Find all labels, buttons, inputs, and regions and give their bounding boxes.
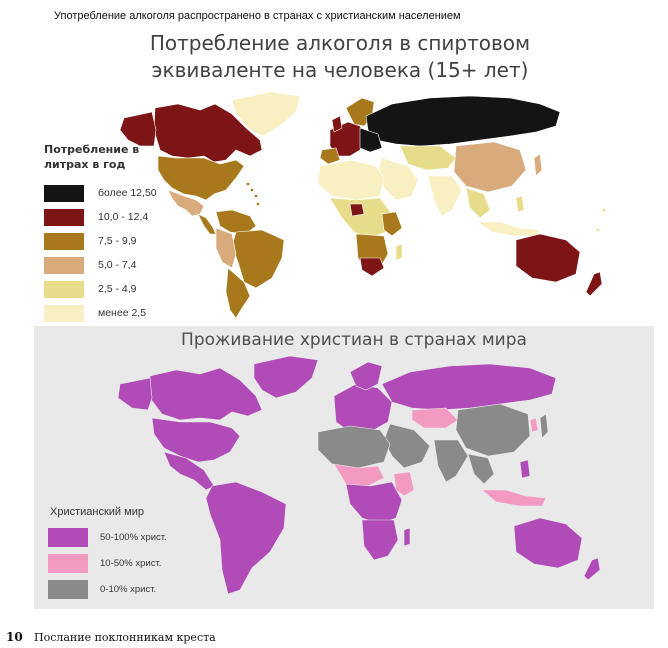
caribbean-island [246, 182, 250, 186]
south-america-north [215, 209, 257, 235]
usa [157, 155, 245, 201]
legend-swatch [48, 527, 88, 547]
canada [149, 367, 263, 421]
legend-item: менее 2,5 [44, 302, 157, 324]
legend-item: 10,0 - 12,4 [44, 206, 157, 228]
legend-swatch [44, 232, 84, 250]
india [433, 439, 469, 483]
legend-swatch [44, 280, 84, 298]
christian-map-title: Проживание христиан в странах мира [181, 330, 527, 350]
europe [333, 383, 393, 433]
southern-africa [361, 519, 399, 561]
uk [331, 115, 343, 133]
central-africa [329, 197, 393, 239]
north-africa [317, 159, 385, 201]
central-america [197, 213, 217, 235]
page-number: 10 [6, 630, 23, 644]
kazakhstan [411, 407, 459, 429]
page-caption: Употребление алкоголя распространено в с… [54, 10, 461, 22]
legend-item: 50-100% христ. [48, 526, 167, 548]
madagascar [395, 243, 403, 261]
philippines [519, 459, 531, 479]
east-africa [381, 211, 403, 237]
legend-item: 5,0 - 7,4 [44, 254, 157, 276]
alcohol-legend: более 12,50 10,0 - 12,4 7,5 - 9,9 5,0 - … [44, 182, 157, 326]
india [427, 175, 463, 217]
nigeria [349, 203, 365, 217]
christian-legend-title: Христианский мир [50, 506, 144, 518]
caribbean-island [250, 188, 254, 192]
east-africa [393, 471, 415, 497]
russia [381, 363, 557, 411]
japan [533, 153, 543, 177]
legend-swatch [44, 208, 84, 226]
legend-swatch [48, 579, 88, 599]
alcohol-world-map [119, 91, 606, 319]
christian-legend: 50-100% христ. 10-50% христ. 0-10% христ… [48, 526, 167, 604]
legend-swatch [44, 304, 84, 322]
philippines [515, 195, 525, 213]
legend-item: 2,5 - 4,9 [44, 278, 157, 300]
china [455, 403, 531, 457]
pacific-island [596, 228, 600, 232]
new-zealand [585, 271, 603, 297]
legend-item: 7,5 - 9,9 [44, 230, 157, 252]
legend-swatch [44, 256, 84, 274]
andes [215, 227, 237, 269]
australia [515, 233, 581, 283]
scandinavia [349, 361, 383, 391]
new-zealand [583, 557, 601, 581]
alaska [117, 377, 153, 411]
russia [365, 95, 561, 147]
caribbean-island [256, 202, 260, 206]
argentina [225, 267, 251, 319]
southeast-asia [465, 187, 491, 219]
legend-swatch [44, 184, 84, 202]
indonesia [481, 489, 547, 507]
middle-east [383, 423, 431, 469]
alcohol-legend-title: Потребление в литрах в год [44, 143, 140, 171]
central-asia [399, 145, 457, 171]
eastern-europe [359, 127, 383, 153]
north-africa [317, 425, 391, 469]
alcohol-map-title: Потребление алкоголя в спиртовом эквивал… [149, 31, 531, 82]
pacific-island [602, 208, 606, 212]
legend-item: более 12,50 [44, 182, 157, 204]
indonesia [477, 221, 541, 237]
christian-world-map [117, 355, 601, 595]
mexico [163, 451, 215, 491]
legend-item: 10-50% христ. [48, 552, 167, 574]
china [453, 141, 527, 193]
alaska [119, 111, 157, 147]
australia [513, 517, 583, 569]
canada [153, 103, 263, 163]
greenland [231, 91, 301, 137]
southeast-asia [467, 453, 495, 485]
legend-item: 0-10% христ. [48, 578, 167, 600]
south-america [205, 481, 287, 595]
caribbean-island [254, 194, 258, 198]
japan [539, 413, 549, 439]
usa [151, 417, 241, 463]
korea [529, 417, 539, 433]
mexico [167, 189, 205, 217]
footer-text: Послание поклонникам креста [34, 631, 216, 644]
legend-swatch [48, 553, 88, 573]
south-africa [359, 257, 385, 277]
greenland [253, 355, 319, 399]
iberia [319, 147, 341, 165]
central-africa [345, 481, 403, 525]
madagascar [403, 527, 411, 547]
